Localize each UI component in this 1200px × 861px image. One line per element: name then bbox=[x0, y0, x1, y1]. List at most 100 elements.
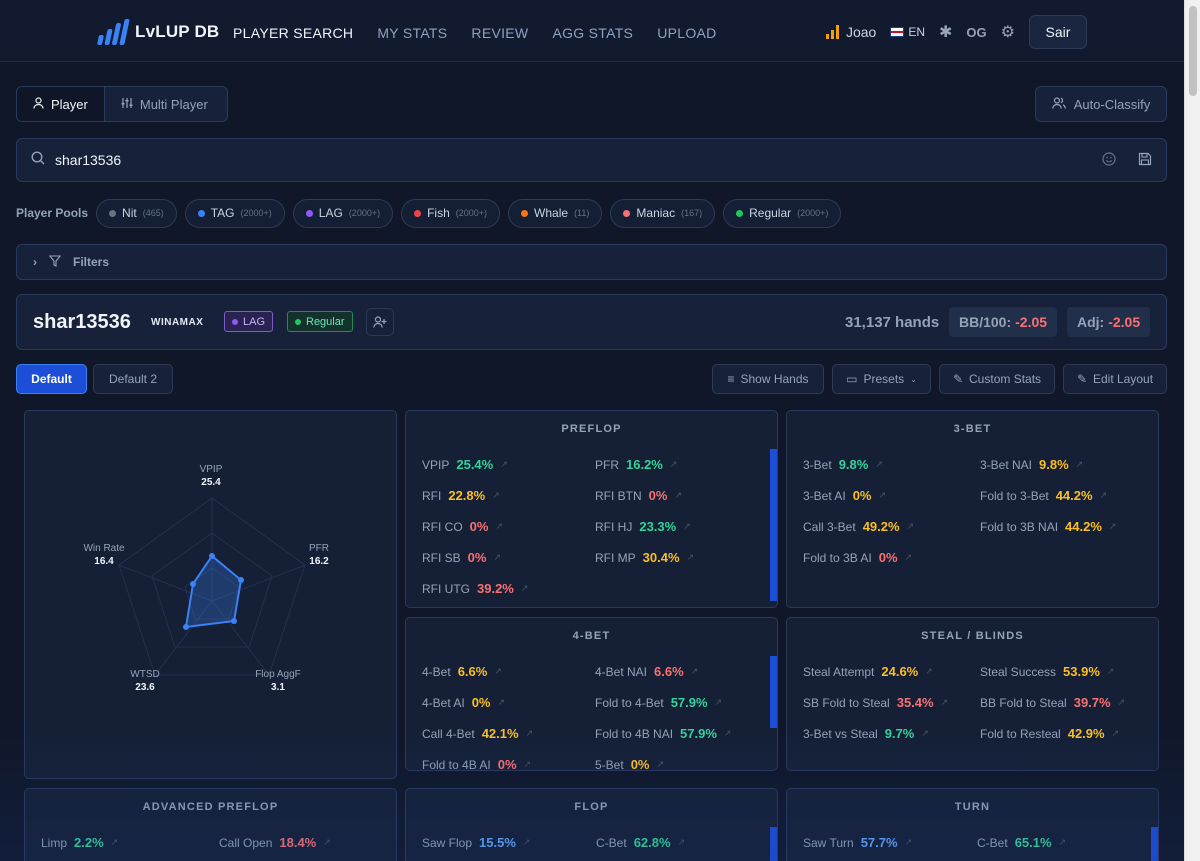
external-link-icon[interactable]: ↗ bbox=[1075, 459, 1084, 469]
external-link-icon[interactable]: ↗ bbox=[723, 728, 732, 738]
stat-steal-attempt[interactable]: Steal Attempt 24.6% ↗ bbox=[803, 664, 933, 679]
player-mode-button[interactable]: Player bbox=[17, 87, 105, 121]
pool-whale[interactable]: Whale (11) bbox=[508, 198, 603, 228]
external-link-icon[interactable]: ↗ bbox=[904, 552, 913, 562]
og-button[interactable]: OG bbox=[966, 24, 987, 40]
logout-button[interactable]: Sair bbox=[1029, 15, 1087, 49]
external-link-icon[interactable]: ↗ bbox=[522, 837, 531, 847]
stat-steal-success[interactable]: Steal Success 53.9% ↗ bbox=[980, 664, 1114, 679]
nav-upload[interactable]: UPLOAD bbox=[657, 25, 717, 41]
stat-rfi[interactable]: RFI 22.8% ↗ bbox=[422, 488, 500, 503]
panel-scroll-indicator[interactable] bbox=[770, 656, 777, 728]
external-link-icon[interactable]: ↗ bbox=[1099, 490, 1108, 500]
tab-default-2[interactable]: Default 2 bbox=[93, 364, 173, 394]
external-link-icon[interactable]: ↗ bbox=[1111, 728, 1120, 738]
stat-5bet[interactable]: 5-Bet 0% ↗ bbox=[595, 757, 665, 770]
stat-3bet[interactable]: 3-Bet 9.8% ↗ bbox=[803, 457, 883, 472]
tab-default[interactable]: Default bbox=[16, 364, 87, 394]
external-link-icon[interactable]: ↗ bbox=[906, 521, 915, 531]
external-link-icon[interactable]: ↗ bbox=[674, 490, 683, 500]
external-link-icon[interactable]: ↗ bbox=[1058, 837, 1067, 847]
external-link-icon[interactable]: ↗ bbox=[520, 583, 529, 593]
stat-rfi-utg[interactable]: RFI UTG 39.2% ↗ bbox=[422, 581, 528, 596]
save-icon[interactable] bbox=[1138, 152, 1152, 169]
language-selector[interactable]: EN bbox=[890, 25, 925, 39]
external-link-icon[interactable]: ↗ bbox=[878, 490, 887, 500]
panel-scroll-indicator[interactable] bbox=[1151, 827, 1158, 861]
stat-call-3bet[interactable]: Call 3-Bet 49.2% ↗ bbox=[803, 519, 914, 534]
stat-saw-flop[interactable]: Saw Flop 15.5% ↗ bbox=[422, 835, 530, 850]
stat-saw-turn[interactable]: Saw Turn 57.7% ↗ bbox=[803, 835, 912, 850]
external-link-icon[interactable]: ↗ bbox=[110, 837, 119, 847]
stat-pfr[interactable]: PFR 16.2% ↗ bbox=[595, 457, 677, 472]
external-link-icon[interactable]: ↗ bbox=[875, 459, 883, 469]
gear-icon[interactable]: ⚙ bbox=[1000, 24, 1015, 41]
auto-classify-button[interactable]: Auto-Classify bbox=[1035, 86, 1167, 122]
external-link-icon[interactable]: ↗ bbox=[495, 521, 504, 531]
smiley-icon[interactable] bbox=[1102, 151, 1116, 169]
stat-4bet-ai[interactable]: 4-Bet AI 0% ↗ bbox=[422, 695, 505, 710]
pool-tag[interactable]: TAG (2000+) bbox=[184, 198, 285, 228]
external-link-icon[interactable]: ↗ bbox=[1117, 697, 1126, 707]
edit-layout-button[interactable]: ✎ Edit Layout bbox=[1063, 364, 1167, 394]
external-link-icon[interactable]: ↗ bbox=[523, 759, 532, 769]
external-link-icon[interactable]: ↗ bbox=[940, 697, 949, 707]
stat-fold-to-4b-ai[interactable]: Fold to 4B AI 0% ↗ bbox=[422, 757, 532, 770]
external-link-icon[interactable]: ↗ bbox=[925, 666, 933, 676]
nav-my-stats[interactable]: MY STATS bbox=[377, 25, 448, 41]
nav-review[interactable]: REVIEW bbox=[471, 25, 529, 41]
stat-fold-to-3b-nai[interactable]: Fold to 3B NAI 44.2% ↗ bbox=[980, 519, 1116, 534]
external-link-icon[interactable]: ↗ bbox=[492, 490, 500, 500]
stat-rfi-co[interactable]: RFI CO 0% ↗ bbox=[422, 519, 503, 534]
external-link-icon[interactable]: ↗ bbox=[677, 837, 686, 847]
stat-4bet-nai[interactable]: 4-Bet NAI 6.6% ↗ bbox=[595, 664, 698, 679]
stat-3bet-ai[interactable]: 3-Bet AI 0% ↗ bbox=[803, 488, 886, 503]
stat-fold-to-4b-nai[interactable]: Fold to 4B NAI 57.9% ↗ bbox=[595, 726, 731, 741]
external-link-icon[interactable]: ↗ bbox=[904, 837, 913, 847]
external-link-icon[interactable]: ↗ bbox=[656, 759, 665, 769]
pool-regular[interactable]: Regular (2000+) bbox=[723, 198, 842, 228]
page-scrollbar[interactable] bbox=[1184, 0, 1200, 861]
nav-agg-stats[interactable]: AGG STATS bbox=[552, 25, 634, 41]
external-link-icon[interactable]: ↗ bbox=[686, 552, 695, 562]
pool-nit[interactable]: Nit (465) bbox=[96, 198, 177, 228]
external-link-icon[interactable]: ↗ bbox=[714, 697, 723, 707]
panel-scroll-indicator[interactable] bbox=[770, 449, 777, 601]
external-link-icon[interactable]: ↗ bbox=[669, 459, 678, 469]
stat-sb-fold-to-steal[interactable]: SB Fold to Steal 35.4% ↗ bbox=[803, 695, 948, 710]
stat-rfi-hj[interactable]: RFI HJ 23.3% ↗ bbox=[595, 519, 691, 534]
pool-maniac[interactable]: Maniac (167) bbox=[610, 198, 716, 228]
search-input[interactable] bbox=[55, 152, 1080, 168]
stat-rfi-btn[interactable]: RFI BTN 0% ↗ bbox=[595, 488, 682, 503]
brand-logo[interactable]: LvLUP DB bbox=[96, 19, 219, 45]
stat-fold-to-resteal[interactable]: Fold to Resteal 42.9% ↗ bbox=[980, 726, 1119, 741]
external-link-icon[interactable]: ↗ bbox=[494, 666, 502, 676]
stat-limp[interactable]: Limp 2.2% ↗ bbox=[41, 835, 118, 850]
stat-vpip[interactable]: VPIP 25.4% ↗ bbox=[422, 457, 508, 472]
external-link-icon[interactable]: ↗ bbox=[690, 666, 699, 676]
add-tag-button[interactable] bbox=[366, 308, 394, 336]
stat-call-open[interactable]: Call Open 18.4% ↗ bbox=[219, 835, 331, 850]
show-hands-button[interactable]: ≡ Show Hands bbox=[712, 364, 824, 394]
stat-call-4bet[interactable]: Call 4-Bet 42.1% ↗ bbox=[422, 726, 533, 741]
stat-3bet-vs-steal[interactable]: 3-Bet vs Steal 9.7% ↗ bbox=[803, 726, 929, 741]
panel-scroll-indicator[interactable] bbox=[770, 827, 777, 861]
stat-fold-to-4bet[interactable]: Fold to 4-Bet 57.9% ↗ bbox=[595, 695, 722, 710]
external-link-icon[interactable]: ↗ bbox=[497, 697, 506, 707]
external-link-icon[interactable]: ↗ bbox=[500, 459, 508, 469]
bug-icon[interactable]: ✱ bbox=[939, 24, 953, 41]
multi-player-mode-button[interactable]: Multi Player bbox=[105, 87, 224, 121]
stat-fold-to-3bet[interactable]: Fold to 3-Bet 44.2% ↗ bbox=[980, 488, 1107, 503]
pool-lag[interactable]: LAG (2000+) bbox=[292, 198, 394, 228]
stat-flop-cbet[interactable]: C-Bet 62.8% ↗ bbox=[596, 835, 685, 850]
nav-player-search[interactable]: PLAYER SEARCH bbox=[233, 25, 354, 41]
regular-tag[interactable]: Regular bbox=[287, 311, 353, 332]
stat-bb-fold-to-steal[interactable]: BB Fold to Steal 39.7% ↗ bbox=[980, 695, 1125, 710]
external-link-icon[interactable]: ↗ bbox=[323, 837, 331, 847]
stat-rfi-sb[interactable]: RFI SB 0% ↗ bbox=[422, 550, 501, 565]
stat-turn-cbet[interactable]: C-Bet 65.1% ↗ bbox=[977, 835, 1066, 850]
presets-button[interactable]: ▭ Presets ⌄ bbox=[832, 364, 931, 394]
pool-fish[interactable]: Fish (2000+) bbox=[401, 198, 501, 228]
stat-rfi-mp[interactable]: RFI MP 30.4% ↗ bbox=[595, 550, 694, 565]
external-link-icon[interactable]: ↗ bbox=[1106, 666, 1115, 676]
